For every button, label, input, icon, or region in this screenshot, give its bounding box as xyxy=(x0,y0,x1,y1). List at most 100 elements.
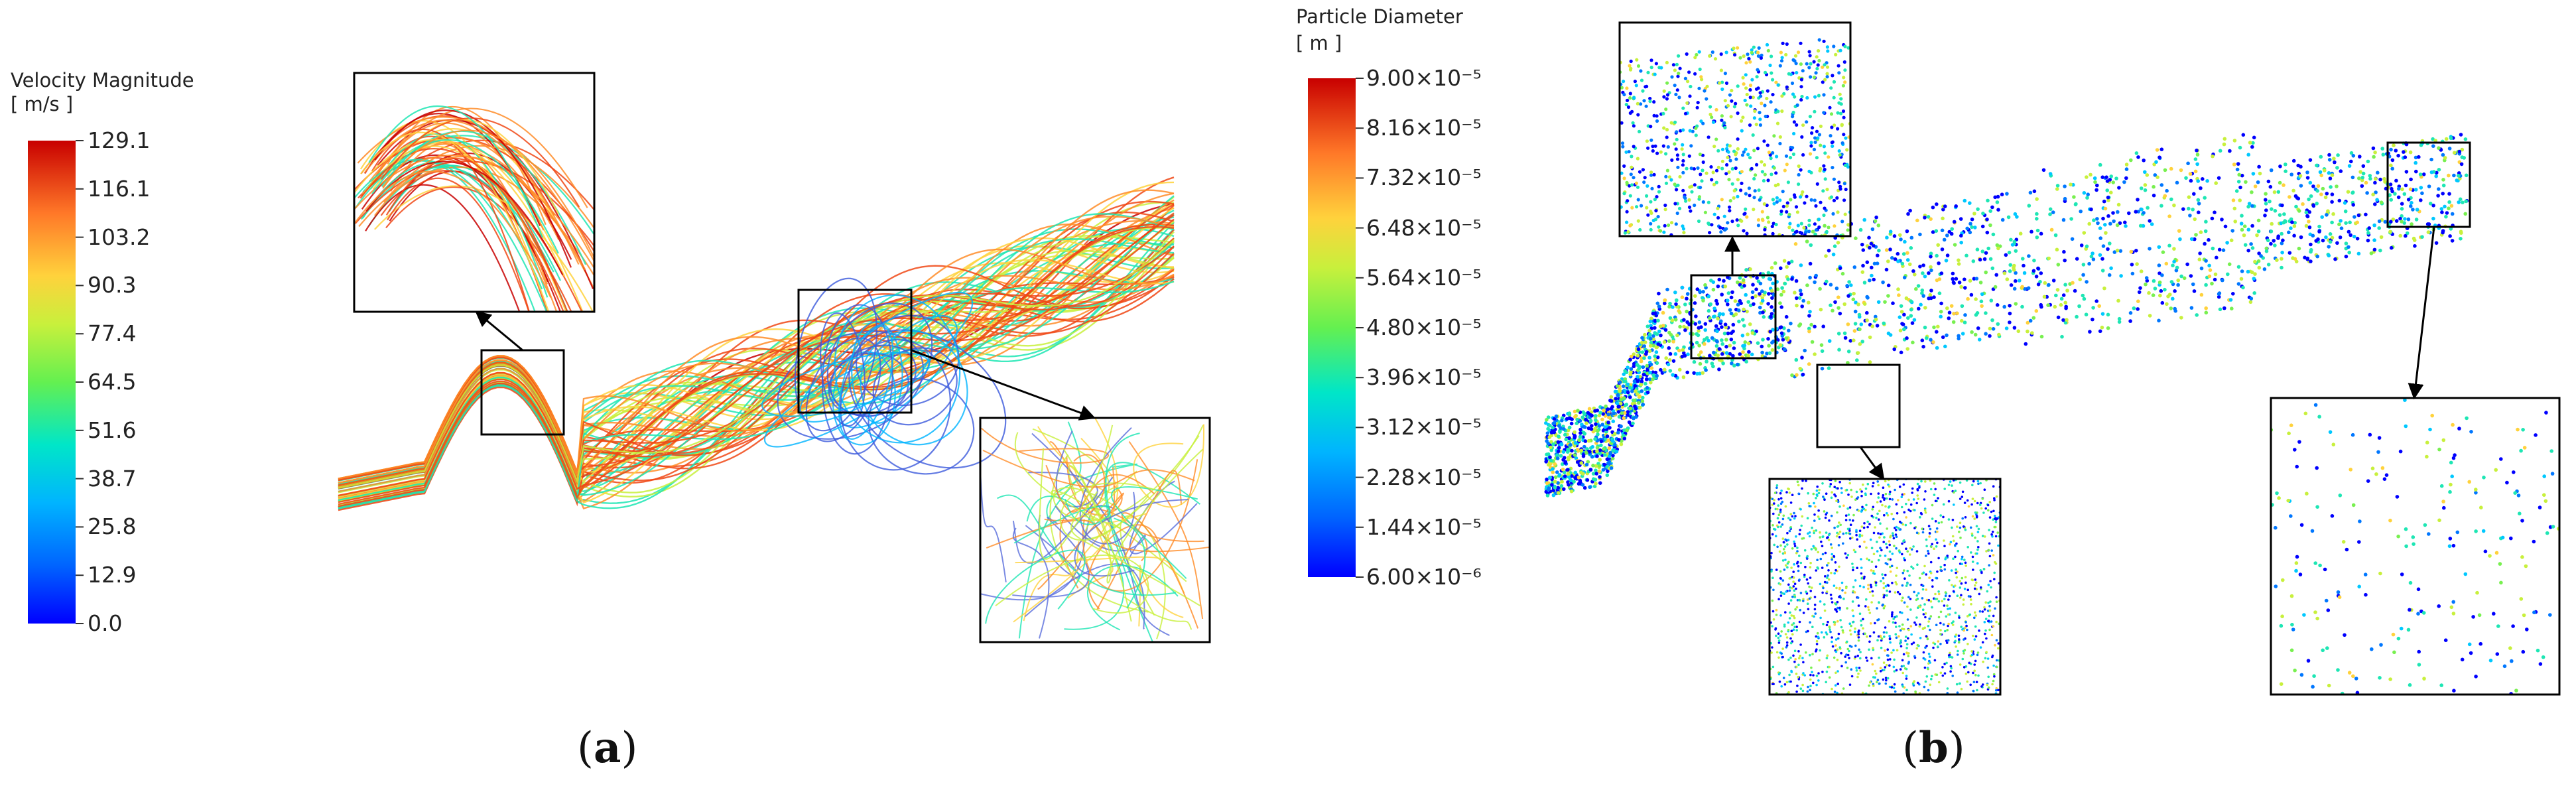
particle xyxy=(1838,266,1842,271)
particle xyxy=(1870,324,1874,328)
inset-particle xyxy=(1782,677,1785,679)
particle xyxy=(2117,320,2122,324)
inset-particle xyxy=(1783,545,1787,548)
particle xyxy=(2441,183,2446,188)
inset-particle xyxy=(1937,592,1941,596)
inset-particle xyxy=(1886,648,1889,651)
particle xyxy=(1912,318,1917,322)
inset-particle xyxy=(1775,634,1777,637)
inset-particle xyxy=(1992,485,1995,488)
particle xyxy=(2039,271,2043,275)
inset-particle xyxy=(1772,527,1775,531)
particle xyxy=(2184,176,2188,180)
inset-particle xyxy=(1992,614,1995,618)
particle xyxy=(2207,263,2211,268)
particle xyxy=(1808,275,1812,280)
particle xyxy=(2251,141,2255,145)
inset-particle xyxy=(1812,60,1816,64)
particle xyxy=(1635,362,1640,367)
inset-particle xyxy=(1947,624,1949,628)
particle xyxy=(1694,314,1698,318)
inset-particle xyxy=(1831,553,1833,556)
inset-particle xyxy=(1812,681,1815,685)
inset-particle xyxy=(1993,497,1996,499)
particle xyxy=(1609,407,1614,411)
particle xyxy=(2461,200,2465,205)
particle xyxy=(1586,411,1590,415)
inset-particle xyxy=(1801,683,1804,687)
inset-particle xyxy=(1871,590,1874,593)
inset-particle xyxy=(1987,675,1990,679)
particle xyxy=(1858,342,1862,346)
particle xyxy=(2439,207,2444,211)
inset-particle xyxy=(1677,96,1681,100)
particle xyxy=(1941,216,1945,221)
particle xyxy=(2428,202,2433,206)
inset-particle xyxy=(1659,66,1663,70)
inset-particle xyxy=(1840,220,1844,224)
inset-particle xyxy=(1788,222,1792,226)
inset-particle xyxy=(1781,204,1785,208)
inset-particle xyxy=(1796,547,1799,549)
inset-particle xyxy=(1876,618,1879,622)
inset-particle xyxy=(1716,216,1720,220)
particle xyxy=(1970,217,1974,222)
inset-particle xyxy=(1976,552,1978,555)
inset-particle xyxy=(1748,60,1752,64)
inset-particle xyxy=(1976,689,1978,692)
inset-streamline xyxy=(982,449,1195,488)
inset-particle xyxy=(1884,626,1887,629)
particle xyxy=(1781,338,1785,342)
inset-particle xyxy=(1808,585,1811,588)
particle xyxy=(1549,458,1553,463)
inset-particle xyxy=(1888,620,1891,623)
inset-particle xyxy=(1663,224,1667,228)
inset-particle xyxy=(1836,511,1838,514)
inset-particle xyxy=(1675,211,1679,216)
inset-particle xyxy=(1988,605,1991,608)
particle xyxy=(1794,358,1799,362)
particle xyxy=(1670,318,1675,322)
inset-particle xyxy=(1781,592,1784,595)
inset-particle xyxy=(1903,511,1906,514)
inset-particle xyxy=(1823,603,1826,606)
particle xyxy=(1860,242,1864,247)
particle xyxy=(1996,246,2000,251)
inset-particle xyxy=(1864,632,1866,635)
particle xyxy=(1838,311,1842,316)
inset-particle xyxy=(1819,143,1823,147)
particle xyxy=(1854,300,1858,304)
inset-particle xyxy=(1981,641,1984,644)
particle xyxy=(1639,383,1643,387)
inset-particle xyxy=(1787,691,1790,694)
loop-streamline xyxy=(860,330,968,446)
streamline-plot xyxy=(338,176,1175,511)
inset-particle xyxy=(1739,188,1743,192)
inset-particle xyxy=(1878,509,1881,513)
particle xyxy=(2035,235,2039,239)
inset-particle xyxy=(1838,505,1841,508)
particle xyxy=(2458,197,2463,202)
inset-particle xyxy=(1928,655,1931,658)
particle xyxy=(1610,456,1615,460)
inset-particle xyxy=(1755,163,1759,166)
inset-particle xyxy=(1991,655,1994,659)
particle xyxy=(1985,218,1989,222)
inset-particle xyxy=(1758,117,1762,121)
particle xyxy=(1608,426,1612,430)
streamline xyxy=(338,239,1175,489)
inset-particle xyxy=(1923,685,1926,689)
particle xyxy=(1976,207,1980,212)
particle xyxy=(2096,221,2100,226)
particle xyxy=(2436,194,2440,198)
inset-particle xyxy=(1979,646,1982,649)
particle xyxy=(2409,177,2413,182)
particle xyxy=(2269,241,2273,246)
inset-particle xyxy=(1839,97,1843,101)
inset-particle xyxy=(1834,52,1838,56)
particle xyxy=(2400,187,2404,192)
particle xyxy=(2156,175,2159,180)
inset-particle xyxy=(1877,532,1880,535)
particle xyxy=(2221,278,2224,283)
particle xyxy=(2087,261,2091,266)
